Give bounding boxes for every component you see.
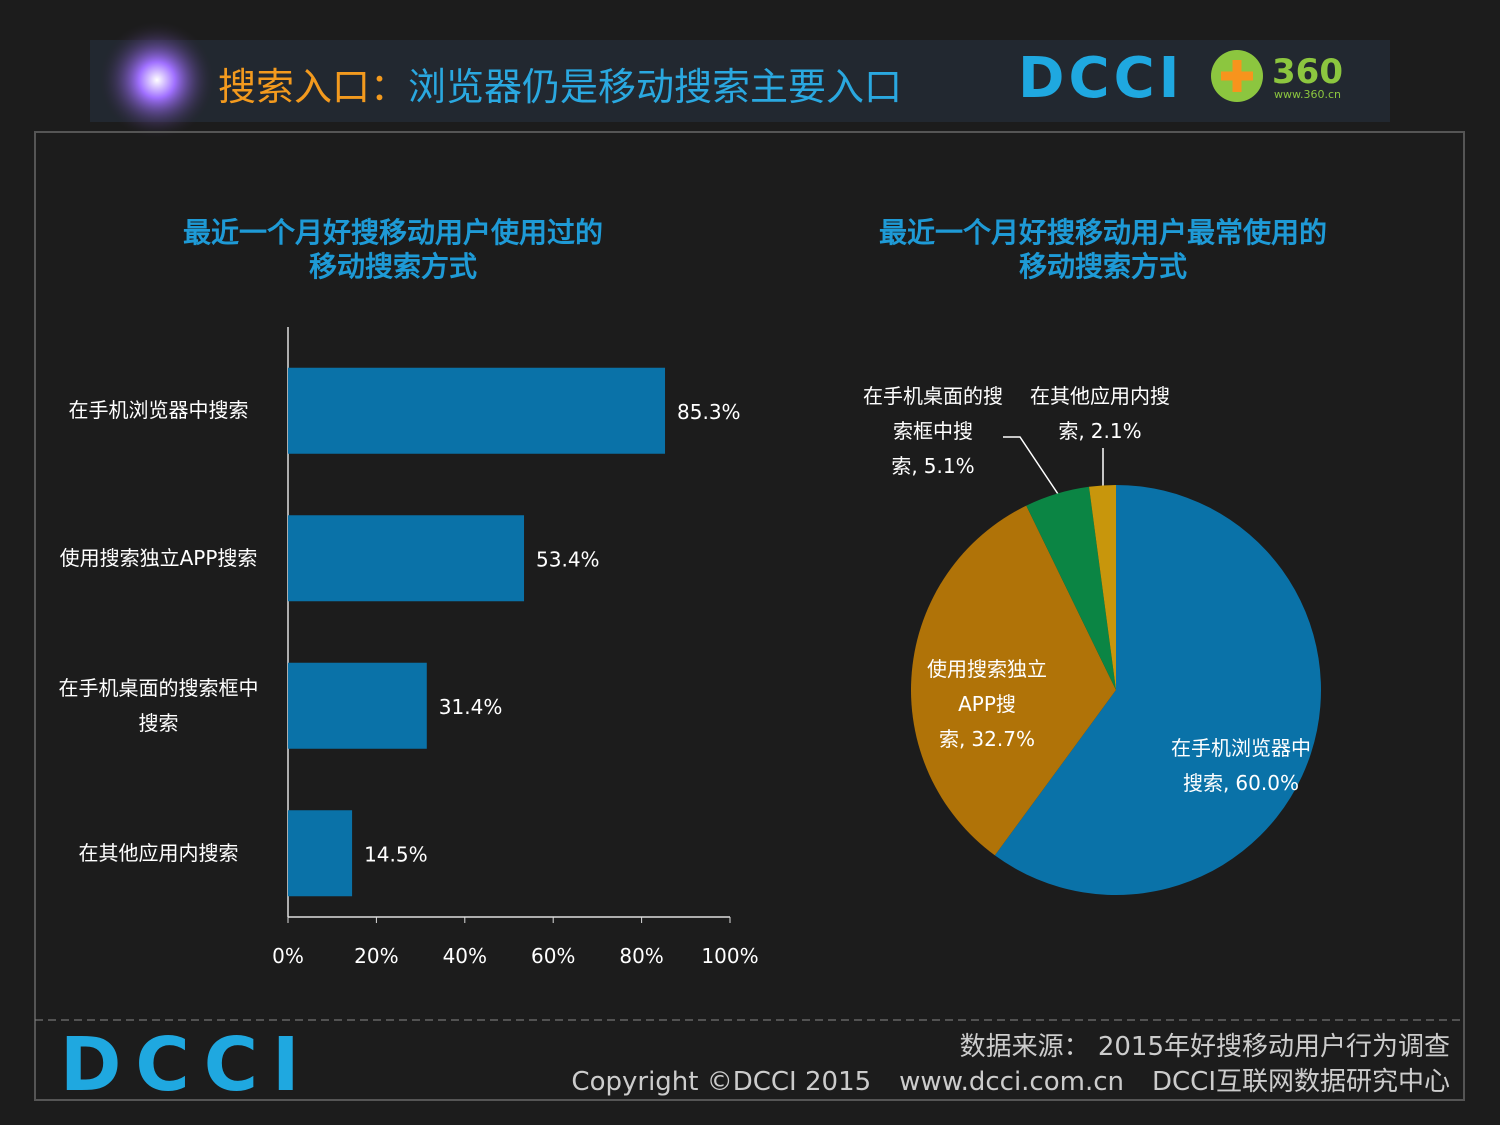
pie-slice: [994, 485, 1322, 895]
bar: [288, 515, 525, 602]
data-label: 在手机浏览器中搜索, 60.0%: [1171, 731, 1311, 801]
value-label: 31.4%: [439, 695, 503, 719]
value-label: 2.1%: [1090, 419, 1142, 443]
logo: DCCI: [1018, 46, 1184, 111]
header-band: [90, 40, 1390, 122]
value-label: 14.5%: [364, 842, 428, 866]
value-label: 85.3%: [677, 400, 741, 424]
value-label: 53.4%: [536, 547, 600, 571]
source: 数据来源： 2015年好搜移动用户行为调查: [959, 1032, 1450, 1062]
title-prefix: 搜索入口：: [218, 65, 409, 109]
x-tick-label: 40%: [443, 944, 487, 968]
panel: [34, 131, 1465, 1101]
pie-slice: [1089, 485, 1116, 690]
y-tick-label: 在手机桌面的搜索框中搜索: [58, 675, 259, 735]
chart-title: 最近一个月好搜移动用户最常使用的 移动搜索方式: [878, 216, 1327, 283]
x-tick-label: 0%: [272, 944, 304, 968]
org: DCCI互联网数据研究中心: [1152, 1067, 1450, 1097]
logo-360-url: www.360.cn: [1274, 88, 1341, 101]
data-label: 在手机桌面的搜索框中搜索, 5.1%: [858, 379, 1008, 484]
x-tick-label: 100%: [701, 944, 758, 968]
x-tick-label: 80%: [619, 944, 663, 968]
data-label: 使用搜索独立APP搜索, 32.7%: [912, 652, 1062, 757]
y-tick-label: 使用搜索独立APP搜索: [59, 545, 258, 570]
category-label: 使用搜索独立APP搜索,: [927, 656, 1047, 751]
copyright-line: Copyright ©DCCI 2015 www.dcci.com.cn DCCI互…: [571, 1061, 1450, 1098]
category-label: 在其他应用内搜索,: [1030, 384, 1170, 443]
pie-slice: [910, 505, 1116, 856]
url: www.dcci.com.cn: [899, 1067, 1124, 1097]
category-label: 在手机桌面的搜索框中搜索,: [863, 383, 1003, 478]
chart-title: 最近一个月好搜移动用户使用过的 移动搜索方式: [182, 216, 603, 283]
data-label: 在其他应用内搜索, 2.1%: [1025, 379, 1175, 449]
bar: [288, 662, 427, 749]
value-label: 60.0%: [1235, 771, 1299, 795]
header-glow: [97, 20, 217, 140]
copyright: Copyright ©DCCI 2015: [571, 1067, 872, 1097]
value-label: 5.1%: [923, 453, 975, 478]
title: 搜索入口：浏览器仍是移动搜索主要入口: [218, 56, 902, 111]
logo-360-plus: [1221, 60, 1253, 92]
y-tick-label: 在其他应用内搜索: [78, 840, 239, 865]
title-main: 浏览器仍是移动搜索主要入口: [408, 65, 903, 109]
category-label: 在手机浏览器中搜索,: [1171, 736, 1311, 795]
x-tick-label: 60%: [531, 944, 575, 968]
footer-logo: DCCI: [60, 1022, 314, 1108]
bar: [288, 367, 666, 454]
bar: [288, 810, 353, 897]
y-tick-label: 在手机浏览器中搜索: [68, 398, 249, 423]
pie-slice: [1026, 486, 1116, 690]
leader-line: [1003, 436, 1059, 495]
value-label: 32.7%: [971, 726, 1035, 751]
x-tick-label: 20%: [354, 944, 398, 968]
logo-360: 360: [1272, 52, 1343, 92]
